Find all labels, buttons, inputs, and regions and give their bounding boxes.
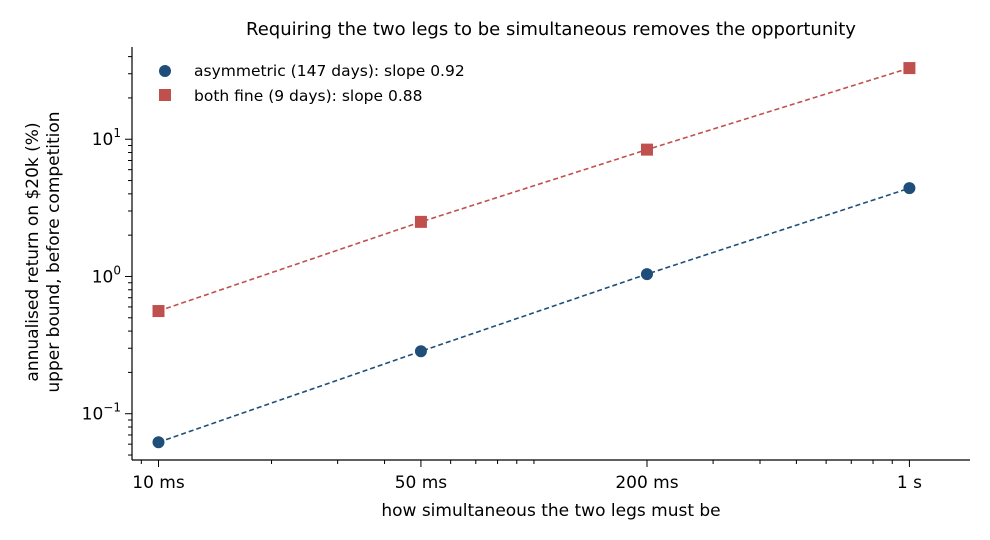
legend-label-both-fine: both fine (9 days): slope 0.88 <box>194 87 423 105</box>
data-points <box>152 62 916 449</box>
x-axis-title: how simultaneous the two legs must be <box>381 501 720 521</box>
fit-line-both-fine <box>158 67 910 312</box>
fit-line-asymmetric <box>158 187 910 443</box>
x-tick-label: 200 ms <box>615 473 678 493</box>
y-tick-label: 101 <box>92 126 121 150</box>
data-point-both-fine <box>152 305 165 318</box>
y-tick-label: 100 <box>92 263 121 287</box>
legend: asymmetric (147 days): slope 0.92 both f… <box>159 62 465 105</box>
x-axis-ticks: 10 ms 50 ms 200 ms 1 s <box>132 460 922 493</box>
data-point-asymmetric <box>903 182 916 195</box>
y-axis-title: annualised return on $20k (%) upper boun… <box>23 111 64 392</box>
data-point-both-fine <box>903 62 916 75</box>
fit-lines <box>158 67 910 443</box>
legend-marker-both-fine <box>159 89 171 101</box>
x-tick-label: 10 ms <box>132 473 185 493</box>
data-point-both-fine <box>640 143 653 156</box>
data-point-both-fine <box>414 215 427 228</box>
y-axis-title-line-1: annualised return on $20k (%) <box>23 122 43 381</box>
chart-title: Requiring the two legs to be simultaneou… <box>246 19 856 40</box>
x-tick-label: 1 s <box>897 473 922 493</box>
data-point-asymmetric <box>152 436 165 449</box>
data-point-asymmetric <box>640 268 653 281</box>
legend-label-asymmetric: asymmetric (147 days): slope 0.92 <box>194 62 465 80</box>
legend-marker-asymmetric <box>159 65 171 77</box>
y-axis-title-line-2: upper bound, before competition <box>44 111 64 392</box>
y-tick-label: 10−1 <box>82 401 121 425</box>
y-axis-ticks: 10−1 100 101 <box>82 56 132 456</box>
x-tick-label: 50 ms <box>395 473 448 493</box>
data-point-asymmetric <box>414 345 427 358</box>
